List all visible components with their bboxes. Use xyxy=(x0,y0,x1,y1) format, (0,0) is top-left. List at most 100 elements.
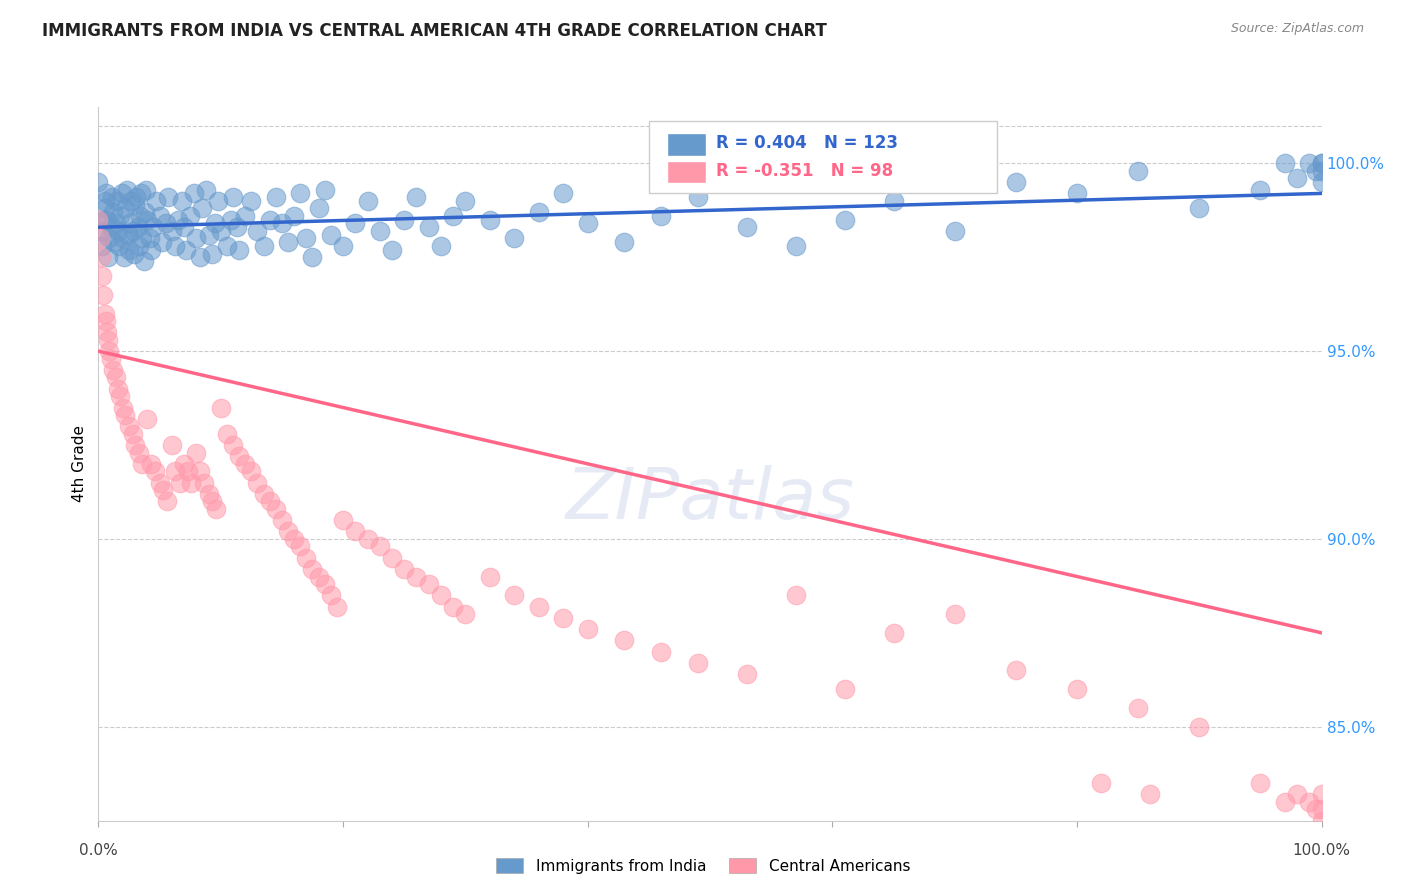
Point xyxy=(97,333,120,347)
Point xyxy=(834,212,856,227)
Point xyxy=(145,194,167,208)
Point xyxy=(124,197,146,211)
Point xyxy=(180,475,202,490)
Point xyxy=(1066,682,1088,697)
Point xyxy=(94,186,117,201)
Point xyxy=(1310,814,1333,828)
Point xyxy=(197,487,219,501)
Point xyxy=(129,186,152,201)
Point xyxy=(193,475,215,490)
Point xyxy=(93,202,115,216)
Point xyxy=(405,190,427,204)
Text: R = 0.404   N = 123: R = 0.404 N = 123 xyxy=(716,135,898,153)
Point xyxy=(149,209,172,223)
Point xyxy=(90,224,112,238)
Point xyxy=(418,220,440,235)
Point xyxy=(1298,795,1320,809)
Point xyxy=(107,224,129,238)
Point xyxy=(290,186,312,201)
Point xyxy=(1274,795,1296,809)
Point xyxy=(134,205,156,219)
Point xyxy=(118,243,141,257)
Point xyxy=(553,186,575,201)
Point xyxy=(277,235,299,250)
Point xyxy=(283,209,305,223)
Point xyxy=(454,607,477,621)
Point xyxy=(1249,183,1271,197)
Point xyxy=(110,389,132,403)
Point xyxy=(1310,156,1333,170)
Point xyxy=(117,227,139,242)
Point xyxy=(111,231,134,245)
Point xyxy=(1139,788,1161,802)
Point xyxy=(111,186,134,201)
Point xyxy=(441,599,464,614)
Point xyxy=(131,457,153,471)
Point xyxy=(1310,788,1333,802)
Point xyxy=(503,231,526,245)
Point xyxy=(110,209,132,223)
Point xyxy=(314,577,336,591)
Point xyxy=(173,457,195,471)
Point xyxy=(87,212,110,227)
Point xyxy=(96,212,118,227)
Point xyxy=(98,344,121,359)
Point xyxy=(135,183,157,197)
Point xyxy=(252,487,274,501)
Point xyxy=(139,243,162,257)
Point xyxy=(1298,156,1320,170)
Point xyxy=(142,220,165,235)
FancyBboxPatch shape xyxy=(668,134,706,156)
Point xyxy=(201,246,224,260)
Point xyxy=(332,239,354,253)
Point xyxy=(170,194,193,208)
Point xyxy=(136,411,159,425)
Text: R = -0.351   N = 98: R = -0.351 N = 98 xyxy=(716,161,893,179)
Point xyxy=(344,217,367,231)
Point xyxy=(259,494,281,508)
Point xyxy=(205,502,228,516)
Point xyxy=(90,250,112,264)
Point xyxy=(1066,186,1088,201)
Point xyxy=(1128,164,1150,178)
Point xyxy=(270,513,294,527)
Legend: Immigrants from India, Central Americans: Immigrants from India, Central Americans xyxy=(489,852,917,880)
Point xyxy=(478,569,501,583)
Point xyxy=(183,186,205,201)
Point xyxy=(219,212,242,227)
Point xyxy=(246,224,269,238)
Point xyxy=(100,351,122,366)
Point xyxy=(576,622,599,636)
Point xyxy=(108,239,131,253)
Point xyxy=(96,326,118,340)
Point xyxy=(834,682,856,697)
Point xyxy=(121,426,143,441)
Point xyxy=(1305,164,1327,178)
Point xyxy=(169,475,191,490)
Point xyxy=(87,175,110,189)
Point xyxy=(650,209,672,223)
Point xyxy=(118,419,141,434)
Point xyxy=(228,243,250,257)
Point xyxy=(332,513,354,527)
Point xyxy=(228,450,250,464)
Point xyxy=(301,562,323,576)
Point xyxy=(98,231,121,245)
Point xyxy=(1090,776,1112,790)
Point xyxy=(222,190,245,204)
Point xyxy=(105,194,128,208)
Point xyxy=(128,239,150,253)
Point xyxy=(1310,802,1333,816)
Point xyxy=(165,464,187,478)
Point xyxy=(1305,802,1327,816)
Point xyxy=(1004,664,1026,678)
Point xyxy=(143,464,166,478)
Point xyxy=(128,445,150,459)
Point xyxy=(120,217,142,231)
Point xyxy=(160,224,183,238)
Point xyxy=(1128,701,1150,715)
Point xyxy=(883,625,905,640)
Point xyxy=(156,494,179,508)
Point xyxy=(381,243,404,257)
Point xyxy=(392,212,416,227)
